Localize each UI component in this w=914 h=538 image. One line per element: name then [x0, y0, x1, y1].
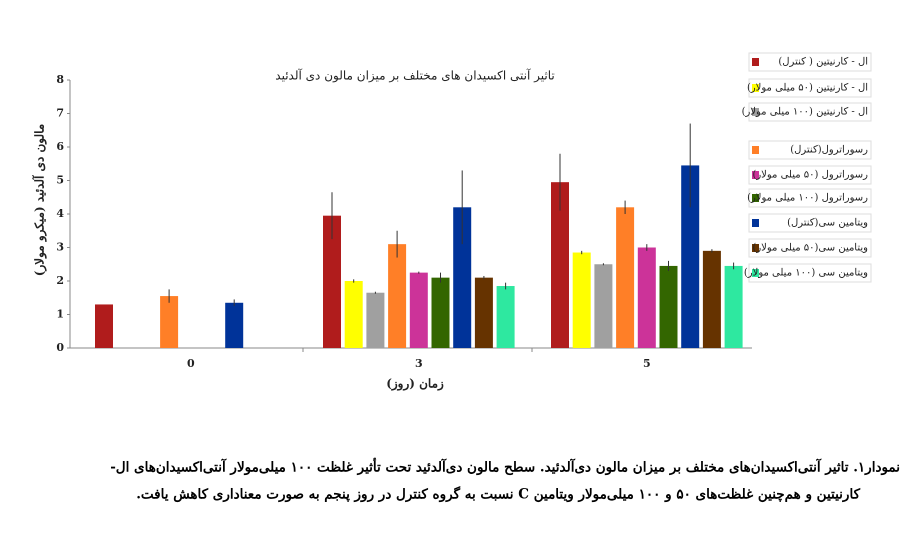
legend-label: رسوراترول (۵۰ میلی مولار)	[752, 170, 868, 181]
legend-frame	[748, 78, 872, 98]
x-tick-label: 0	[187, 357, 195, 370]
legend-swatch	[752, 84, 759, 92]
bar	[551, 182, 569, 348]
bar	[572, 252, 591, 348]
bar	[388, 244, 407, 348]
bar	[496, 286, 515, 348]
legend-frame	[748, 140, 872, 160]
bar	[702, 250, 721, 348]
bar	[724, 265, 743, 348]
legend-label: ال - کارنیتین (۵۰ میلی مولار)	[747, 83, 868, 94]
legend-swatch	[752, 219, 759, 227]
legend-label: ویتامین سی(۵۰ میلی مولار)	[752, 243, 868, 254]
legend-label: ال - کارنیتین (۱۰۰ میلی مولار)	[742, 107, 868, 118]
legend-frame	[748, 213, 872, 233]
legend-frame	[748, 165, 872, 185]
legend-swatch	[752, 146, 759, 154]
legend-swatch	[752, 58, 759, 66]
y-tick-label: 7	[56, 107, 64, 120]
bar	[160, 296, 179, 348]
bar	[474, 277, 493, 348]
y-tick-label: 1	[56, 308, 64, 321]
bar	[431, 277, 450, 348]
legend-swatch	[752, 194, 759, 202]
legend-label: رسوراترول (۱۰۰ میلی مولار)	[747, 193, 868, 204]
caption-line: نمودار۱. تاثیر آنتی‌اکسیدان‌های مختلف بر…	[110, 457, 900, 476]
bar	[637, 247, 656, 348]
bar	[225, 302, 244, 348]
bar	[616, 207, 635, 348]
y-tick-label: 0	[56, 341, 64, 354]
x-tick-label: 5	[643, 357, 651, 370]
y-tick-label: 4	[56, 207, 64, 220]
legend-frame	[748, 263, 872, 283]
y-tick-label: 3	[56, 241, 64, 254]
legend-swatch	[752, 269, 759, 277]
bar	[366, 292, 385, 348]
legend-label: ال - کارنیتین ( کنترل)	[778, 57, 868, 68]
bar	[344, 281, 363, 348]
bar	[681, 165, 700, 348]
y-tick-label: 6	[56, 140, 64, 153]
legend-frame	[748, 188, 872, 208]
chart-title: تاثیر آنتی اکسیدان های مختلف بر میزان ما…	[275, 68, 554, 83]
y-tick-label: 5	[56, 174, 64, 187]
bar	[594, 264, 613, 348]
legend-frame	[748, 238, 872, 258]
legend-swatch	[752, 244, 759, 252]
legend-label: ویتامین سی (۱۰۰ میلی مولار)	[744, 268, 868, 279]
caption-line: کارنیتین و هم‌چنین غلظت‌های ۵۰ و ۱۰۰ میل…	[136, 486, 860, 503]
legend-swatch	[752, 108, 759, 116]
x-axis-label: زمان (روز)	[386, 377, 444, 392]
bar	[659, 265, 678, 348]
y-axis-label: مالون دی آلدئید (میکرو مولار)	[31, 124, 48, 276]
legend-label: ویتامین سی(کنترل)	[787, 218, 868, 229]
y-tick-label: 8	[56, 73, 64, 86]
x-tick-label: 3	[415, 357, 423, 370]
bar	[323, 215, 341, 348]
bar	[409, 272, 428, 348]
y-tick-label: 2	[56, 274, 64, 287]
legend-swatch	[752, 171, 759, 179]
bar	[453, 207, 472, 348]
bar	[95, 304, 113, 348]
legend-frame	[748, 52, 872, 72]
legend-frame	[748, 102, 872, 122]
legend-label: رسوراترول(کنترل)	[790, 145, 868, 156]
